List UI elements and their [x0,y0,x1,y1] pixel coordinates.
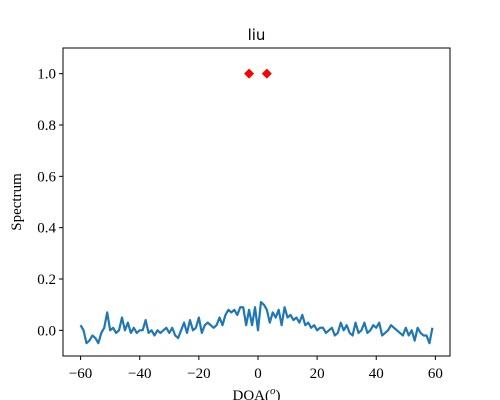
x-tick-label: 20 [310,366,325,382]
x-tick-label: 0 [254,366,262,382]
y-tick-label: 0.8 [37,118,56,134]
x-tick-label: −60 [69,366,92,382]
peak-marker [261,68,272,79]
x-axis-label: DOA(o) [233,385,281,400]
y-tick-label: 0.6 [37,169,56,185]
spectrum-line [79,301,434,345]
plot-frame [62,47,451,357]
y-tick-label: 0.0 [37,323,56,339]
y-tick-label: 0.4 [37,221,56,237]
x-tick-label: −40 [128,366,151,382]
chart-title: liu [248,26,266,44]
x-tick-label: −20 [187,366,210,382]
y-tick-label: 1.0 [37,67,56,83]
x-tick-label: 60 [428,366,443,382]
y-tick-label: 0.2 [37,272,56,288]
x-tick-label: 40 [369,366,384,382]
peak-marker [244,68,255,79]
y-axis-label: Spectrum [9,173,25,231]
